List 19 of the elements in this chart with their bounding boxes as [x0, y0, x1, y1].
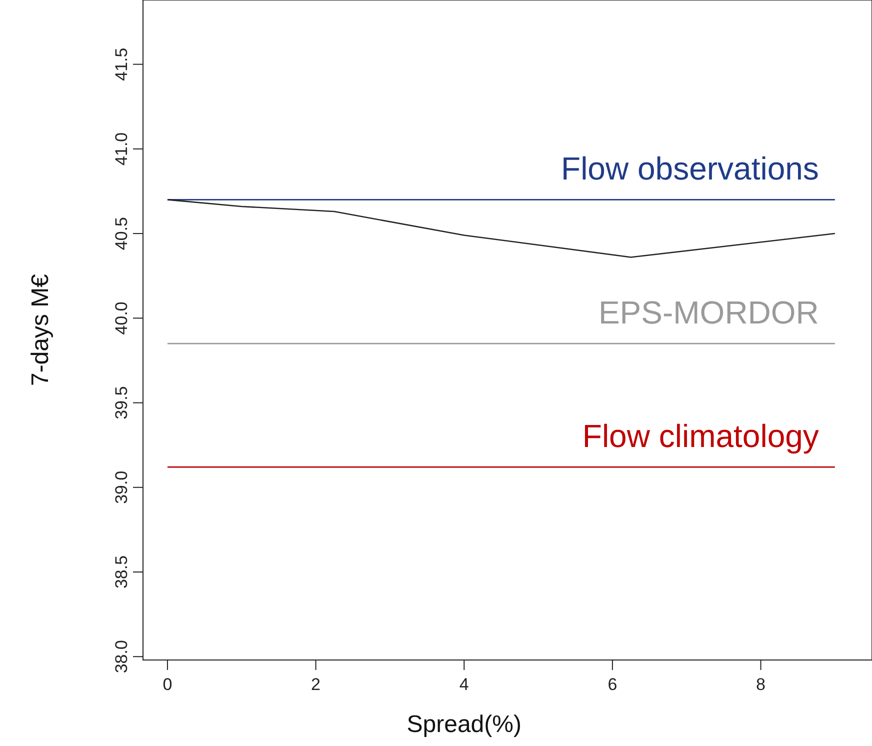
x-axis-title: Spread(%) — [406, 711, 522, 738]
y-tick-label: 41.5 — [112, 48, 131, 81]
y-tick-label: 38.0 — [112, 640, 131, 674]
x-tick-label: 6 — [608, 675, 618, 694]
series-label: EPS-MORDOR — [598, 294, 819, 331]
y-tick-label: 38.5 — [112, 555, 131, 589]
series-label: Flow climatology — [582, 418, 819, 454]
y-tick-label: 39.5 — [112, 386, 131, 420]
y-tick-label: 41.0 — [112, 132, 131, 166]
x-tick-label: 4 — [459, 675, 469, 694]
y-tick-label: 39.0 — [112, 470, 131, 504]
y-axis-title: 7-days M€ — [27, 273, 54, 386]
line-series — [166, 199, 836, 258]
series-label: Flow observations — [561, 150, 819, 187]
x-tick-label: 0 — [162, 675, 172, 694]
y-tick-label: 40.5 — [112, 216, 131, 250]
x-tick-label: 8 — [756, 675, 766, 694]
x-tick-label: 2 — [311, 675, 321, 694]
y-tick-label: 40.0 — [112, 302, 131, 335]
